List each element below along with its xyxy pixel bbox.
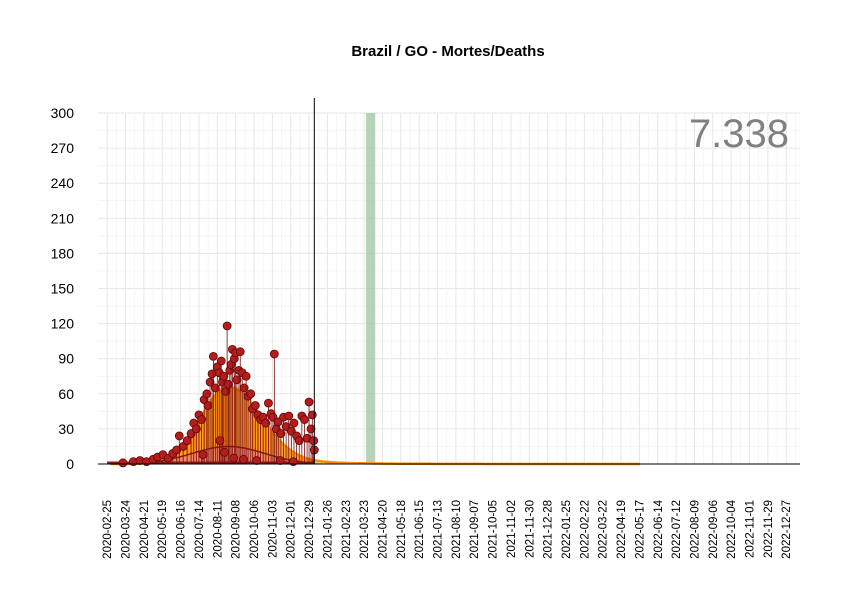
data-point <box>191 424 201 434</box>
x-tick-label: 2022-01-25 <box>561 500 573 559</box>
data-point <box>235 347 245 357</box>
x-tick-label: 2022-11-01 <box>745 500 757 558</box>
x-tick-label: 2022-12-27 <box>781 500 793 559</box>
data-point <box>246 389 256 399</box>
data-point <box>202 389 212 399</box>
data-point <box>222 321 232 331</box>
y-tick-label: 0 <box>66 456 74 472</box>
data-point <box>275 456 285 465</box>
data-point <box>241 371 251 381</box>
chart-title: Brazil / GO - Mortes/Deaths <box>351 43 544 60</box>
data-point <box>207 369 217 379</box>
x-tick-label: 2020-08-11 <box>212 500 224 558</box>
y-tick-label: 60 <box>58 386 74 402</box>
data-point <box>220 447 229 457</box>
x-tick-label: 2020-09-08 <box>231 500 243 559</box>
points-layer <box>118 321 319 468</box>
x-tick-label: 2021-03-23 <box>359 500 371 559</box>
x-tick-label: 2022-04-19 <box>616 500 628 559</box>
highlight-band <box>366 113 376 464</box>
x-tick-label: 2020-10-06 <box>249 500 261 559</box>
x-tick-label: 2020-04-21 <box>139 500 151 559</box>
y-tick-label: 210 <box>51 210 75 226</box>
data-point <box>304 397 314 407</box>
data-point <box>118 458 128 468</box>
x-tick-label: 2021-08-10 <box>451 500 463 559</box>
highlight-band-layer <box>366 113 376 464</box>
x-tick-label: 2021-11-02 <box>506 500 518 558</box>
data-point <box>307 410 317 420</box>
data-point <box>276 429 286 438</box>
data-point <box>250 401 260 410</box>
data-point <box>306 424 316 434</box>
x-tick-label: 2020-06-16 <box>176 500 188 559</box>
data-point <box>197 415 206 424</box>
x-tick-label: 2020-03-24 <box>121 499 133 558</box>
y-tick-label: 30 <box>58 421 74 437</box>
data-point <box>210 383 220 393</box>
x-tick-label: 2022-02-22 <box>579 500 591 559</box>
x-tick-label: 2021-10-05 <box>488 500 500 559</box>
data-point <box>216 356 226 366</box>
data-point <box>309 436 319 446</box>
y-tick-label: 180 <box>51 245 75 261</box>
y-tick-label: 270 <box>51 140 75 156</box>
y-axis-ticks: 0 30 60 90 120 150 180 210 240 270 300 <box>51 105 75 472</box>
x-tick-label: 2021-12-28 <box>543 500 555 559</box>
data-point <box>208 351 218 361</box>
data-point <box>264 398 273 408</box>
data-point <box>174 431 184 441</box>
x-tick-label: 2022-09-06 <box>708 500 720 559</box>
x-tick-label: 2022-10-04 <box>726 499 738 558</box>
x-tick-label: 2021-06-15 <box>414 500 426 559</box>
data-point <box>269 349 279 359</box>
data-point <box>261 418 271 428</box>
data-point <box>294 436 304 446</box>
data-point <box>289 418 299 428</box>
data-point <box>198 450 208 460</box>
x-tick-label: 2021-11-30 <box>524 500 536 558</box>
x-tick-label: 2020-12-01 <box>286 500 298 559</box>
y-tick-label: 300 <box>51 105 75 121</box>
x-tick-label: 2021-02-23 <box>341 500 353 559</box>
y-tick-label: 240 <box>51 175 75 191</box>
x-tick-label: 2020-07-14 <box>194 499 206 558</box>
x-tick-label: 2020-05-19 <box>157 500 169 559</box>
x-axis-ticks: 2020-02-25 2020-03-24 2020-04-21 2020-05-19… <box>102 499 793 558</box>
total-deaths-annotation: 7.338 <box>689 112 789 156</box>
data-point <box>300 415 309 424</box>
x-tick-label: 2021-01-26 <box>322 500 334 559</box>
y-tick-label: 150 <box>51 281 75 297</box>
x-tick-label: 2021-07-13 <box>433 500 445 559</box>
data-point <box>239 383 249 393</box>
x-tick-label: 2022-06-14 <box>653 499 665 558</box>
x-tick-label: 2021-04-20 <box>377 500 389 559</box>
y-tick-label: 120 <box>51 316 75 332</box>
x-tick-label: 2022-03-22 <box>598 500 610 559</box>
data-point <box>232 375 242 385</box>
x-tick-label: 2020-02-25 <box>102 500 114 559</box>
data-point <box>229 453 239 463</box>
x-tick-label: 2022-08-09 <box>689 500 701 559</box>
x-tick-label: 2022-07-12 <box>671 500 683 559</box>
x-tick-label: 2022-05-17 <box>634 500 646 559</box>
x-tick-label: 2021-09-07 <box>469 500 481 559</box>
data-point <box>215 436 225 446</box>
data-point <box>203 401 213 410</box>
y-tick-label: 90 <box>58 351 74 367</box>
data-point <box>284 411 294 421</box>
x-tick-label: 2022-11-29 <box>763 500 775 558</box>
data-point <box>252 456 262 465</box>
x-tick-label: 2020-11-03 <box>267 500 279 558</box>
axes <box>98 98 800 465</box>
data-point <box>219 371 229 381</box>
x-tick-label: 2020-12-29 <box>304 500 316 559</box>
x-tick-label: 2021-05-18 <box>396 500 408 559</box>
data-point <box>239 454 248 464</box>
